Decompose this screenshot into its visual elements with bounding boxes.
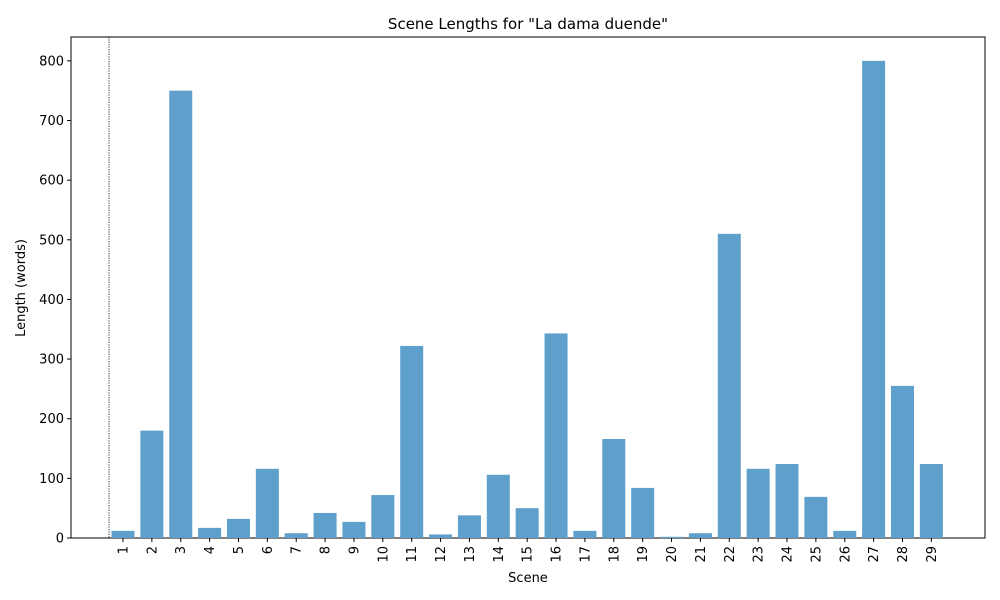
bar-scene-6 [255, 468, 279, 538]
y-tick-label: 700 [39, 114, 64, 129]
bar-scene-26 [833, 530, 857, 538]
y-tick-label: 200 [39, 412, 64, 427]
y-axis-label: Length (words) [14, 239, 29, 337]
x-tick-label: 23 [752, 546, 767, 563]
y-tick-label: 500 [39, 233, 64, 248]
x-tick-label: 10 [376, 546, 391, 563]
chart-title: Scene Lengths for "La dama duende" [388, 15, 668, 33]
x-tick-label: 15 [521, 546, 536, 563]
plot-area [70, 36, 986, 539]
y-tick-label: 600 [39, 174, 64, 189]
x-axis-label: Scene [508, 571, 548, 586]
bar-scene-24 [775, 464, 799, 538]
bars [111, 60, 943, 539]
bar-scene-19 [631, 487, 655, 538]
x-tick-label: 29 [925, 546, 940, 563]
bar-scene-22 [717, 233, 741, 538]
bar-scene-17 [573, 530, 597, 538]
x-tick-label: 22 [723, 546, 738, 563]
x-tick-label: 14 [492, 546, 507, 563]
x-tick-label: 7 [290, 546, 305, 554]
y-tick-label: 400 [39, 293, 64, 308]
x-tick-label: 8 [319, 546, 334, 554]
bar-scene-21 [688, 533, 712, 538]
bar-scene-9 [342, 521, 366, 538]
x-tick-label: 17 [578, 546, 593, 563]
x-tick-label: 26 [838, 546, 853, 563]
bar-scene-2 [140, 430, 164, 538]
x-tick-label: 6 [261, 546, 276, 554]
x-tick-label: 19 [636, 546, 651, 563]
bar-scene-8 [313, 512, 337, 538]
x-axis: 1 2 3 4 5 6 7 8 9 10 11 12 13 14 15 16 17 18 19 20 21 22 23 24 2… [117, 538, 940, 563]
x-tick-label: 18 [607, 546, 622, 563]
x-tick-label: 21 [694, 546, 709, 563]
x-tick-label: 4 [203, 546, 218, 554]
bar-scene-18 [602, 438, 626, 538]
x-tick-label: 9 [347, 546, 362, 554]
bar-scene-12 [429, 534, 453, 538]
x-tick-label: 24 [781, 546, 796, 563]
bar-scene-20 [660, 536, 684, 538]
x-tick-label: 13 [463, 546, 478, 563]
bar-scene-3 [169, 90, 193, 539]
x-tick-label: 25 [809, 546, 824, 563]
plot-frame [70, 36, 986, 539]
bar-scene-7 [284, 533, 308, 538]
x-tick-label: 2 [145, 546, 160, 554]
x-tick-label: 20 [665, 546, 680, 563]
x-tick-label: 12 [434, 546, 449, 563]
bar-scene-23 [746, 468, 770, 538]
y-tick-label: 100 [39, 472, 64, 487]
bar-scene-1 [111, 530, 135, 538]
y-tick-label: 300 [39, 353, 64, 368]
bar-scene-11 [400, 345, 424, 538]
bar-scene-4 [198, 527, 222, 538]
bar-scene-28 [890, 385, 914, 538]
bar-scene-27 [862, 60, 886, 539]
bar-scene-5 [226, 518, 250, 538]
bar-scene-15 [515, 508, 539, 538]
x-tick-label: 28 [896, 546, 911, 563]
x-tick-label: 11 [405, 546, 420, 563]
y-tick-label: 0 [56, 532, 64, 547]
x-tick-label: 27 [867, 546, 882, 563]
x-tick-label: 3 [174, 546, 189, 554]
y-tick-label: 800 [39, 54, 64, 69]
bar-scene-16 [544, 333, 568, 538]
bar-scene-14 [486, 474, 510, 538]
bar-scene-29 [919, 464, 943, 538]
bar-scene-13 [457, 515, 481, 538]
y-axis: 0 100 200 300 400 500 600 700 800 [39, 54, 71, 547]
x-tick-label: 5 [232, 546, 247, 554]
bar-scene-10 [371, 495, 395, 538]
x-tick-label: 1 [117, 546, 132, 554]
x-tick-label: 16 [550, 546, 565, 563]
bar-scene-25 [804, 496, 828, 538]
